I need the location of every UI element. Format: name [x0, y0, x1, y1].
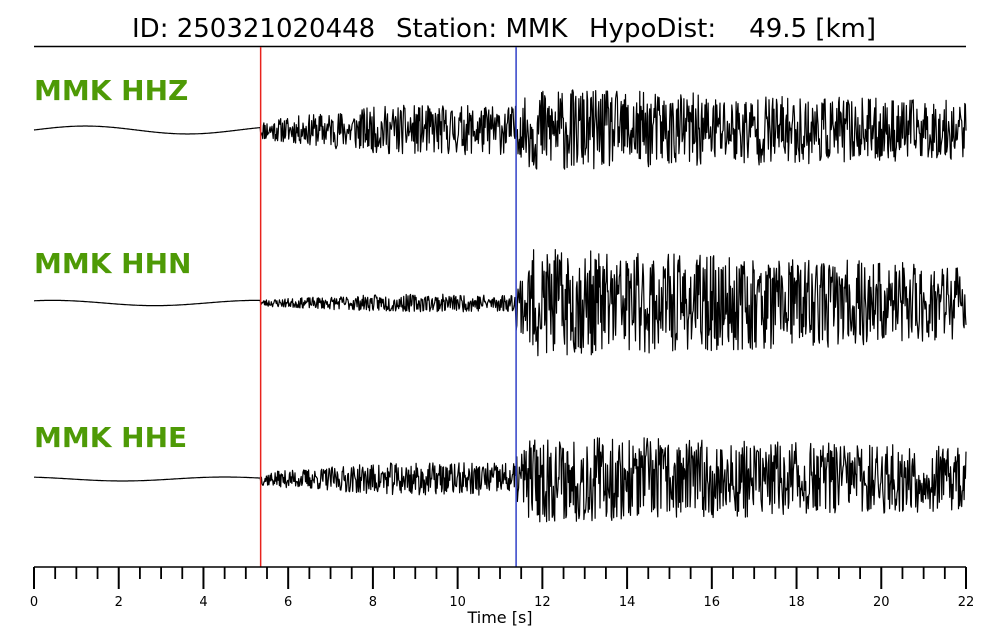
- title-id: ID: 250321020448: [132, 14, 375, 44]
- channel-label-mmk-hhe: MMK HHE: [34, 421, 187, 454]
- x-tick-label: 14: [619, 595, 636, 610]
- x-tick-label: 18: [788, 595, 805, 610]
- x-tick-label: 2: [115, 595, 123, 610]
- x-axis-label: Time [s]: [466, 608, 532, 627]
- trace-mmk-hhe: [33, 437, 967, 523]
- channel-labels: MMK HHZ MMK HHN MMK HHE: [34, 74, 191, 454]
- x-tick-label: 4: [199, 595, 207, 610]
- channel-label-mmk-hhz: MMK HHZ: [34, 74, 188, 107]
- phase-picks: [259, 47, 517, 567]
- x-tick-label: 6: [284, 595, 292, 610]
- x-tick-label: 0: [30, 595, 38, 610]
- time-axis: 0 2 4 6 8 10 12 14 16 18 20 22: [30, 566, 975, 610]
- x-tick-label: 12: [534, 595, 551, 610]
- trace-mmk-hhn: [33, 249, 967, 357]
- x-tick-label: 22: [958, 595, 975, 610]
- title-hypodist: HypoDist: 49.5 [km]: [589, 14, 876, 44]
- x-tick-label: 8: [369, 595, 377, 610]
- x-tick-label: 10: [449, 595, 466, 610]
- x-tick-label: 20: [873, 595, 890, 610]
- traces-group: [33, 89, 967, 523]
- x-tick-label: 16: [704, 595, 721, 610]
- channel-label-mmk-hhn: MMK HHN: [34, 247, 191, 280]
- trace-mmk-hhz: [33, 89, 967, 170]
- title-station: Station: MMK: [396, 14, 568, 44]
